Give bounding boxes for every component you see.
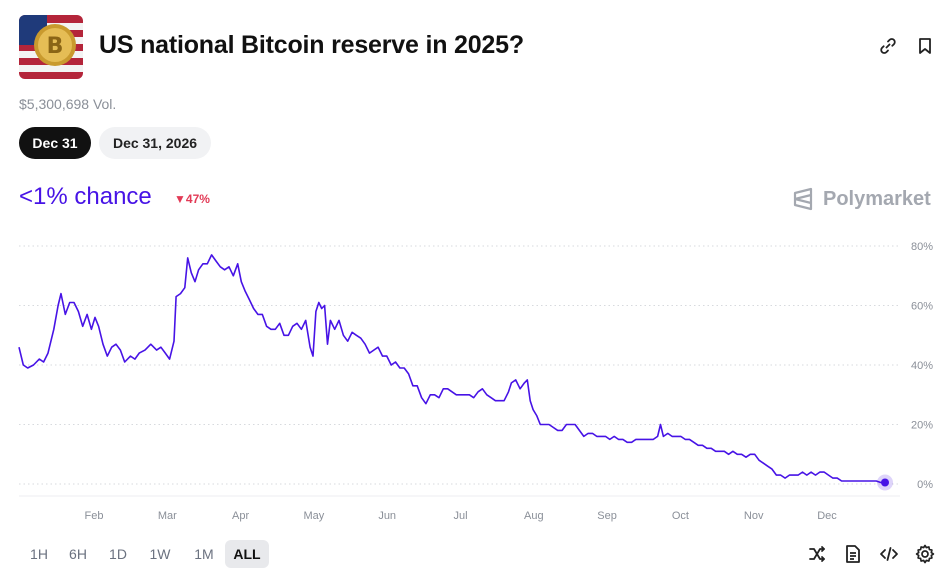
brand-name: Polymarket bbox=[823, 187, 931, 210]
x-tick-label: Oct bbox=[672, 510, 689, 522]
x-tick-label: Feb bbox=[85, 510, 104, 522]
x-tick-label: Jul bbox=[453, 510, 467, 522]
bookmark-icon[interactable] bbox=[915, 36, 935, 56]
gear-icon[interactable] bbox=[915, 544, 935, 564]
polymarket-logo-icon bbox=[793, 187, 813, 211]
volume-label: $5,300,698 Vol. bbox=[19, 96, 117, 112]
range-1h-button[interactable]: 1H bbox=[30, 546, 48, 562]
x-tick-label: May bbox=[304, 510, 325, 522]
change-value: 47% bbox=[185, 192, 210, 206]
market-title: US national Bitcoin reserve in 2025? bbox=[99, 31, 524, 59]
x-tick-label: Jun bbox=[378, 510, 396, 522]
y-tick-label: 0% bbox=[917, 479, 933, 491]
market-thumbnail: B bbox=[19, 15, 83, 79]
x-tick-label: Nov bbox=[744, 510, 764, 522]
svg-text:B: B bbox=[47, 34, 64, 59]
range-all-button[interactable]: ALL bbox=[225, 540, 269, 568]
date-option-dec-31[interactable]: Dec 31 bbox=[19, 127, 91, 159]
link-icon[interactable] bbox=[878, 36, 898, 56]
code-icon[interactable] bbox=[879, 544, 899, 564]
y-tick-label: 40% bbox=[911, 360, 933, 372]
chance-value: <1% chance bbox=[19, 183, 152, 210]
x-tick-label: Apr bbox=[232, 510, 249, 522]
x-tick-label: Dec bbox=[817, 510, 837, 522]
x-tick-label: Aug bbox=[524, 510, 544, 522]
date-option-dec-31-2026[interactable]: Dec 31, 2026 bbox=[99, 127, 211, 159]
down-triangle-icon: ▼ bbox=[174, 192, 186, 206]
shuffle-icon[interactable] bbox=[807, 544, 827, 564]
range-1m-button[interactable]: 1M bbox=[194, 546, 214, 562]
change-indicator: ▼47% bbox=[174, 192, 210, 206]
y-tick-label: 20% bbox=[911, 420, 933, 432]
x-tick-label: Sep bbox=[597, 510, 617, 522]
bitcoin-flag-icon: B bbox=[19, 15, 83, 79]
document-icon[interactable] bbox=[843, 544, 863, 564]
last-point-marker bbox=[881, 478, 889, 487]
y-tick-label: 80% bbox=[911, 241, 933, 253]
probability-line bbox=[18, 254, 885, 484]
y-tick-label: 60% bbox=[911, 301, 933, 313]
range-1d-button[interactable]: 1D bbox=[109, 546, 127, 562]
range-6h-button[interactable]: 6H bbox=[69, 546, 87, 562]
x-tick-label: Mar bbox=[158, 510, 177, 522]
probability-chart: Feb Mar Apr May Jun Jul Aug Sep Oct Nov Dec 0% 20% 4… bbox=[18, 241, 933, 522]
polymarket-brand: Polymarket bbox=[791, 186, 931, 212]
range-1w-button[interactable]: 1W bbox=[149, 546, 171, 562]
